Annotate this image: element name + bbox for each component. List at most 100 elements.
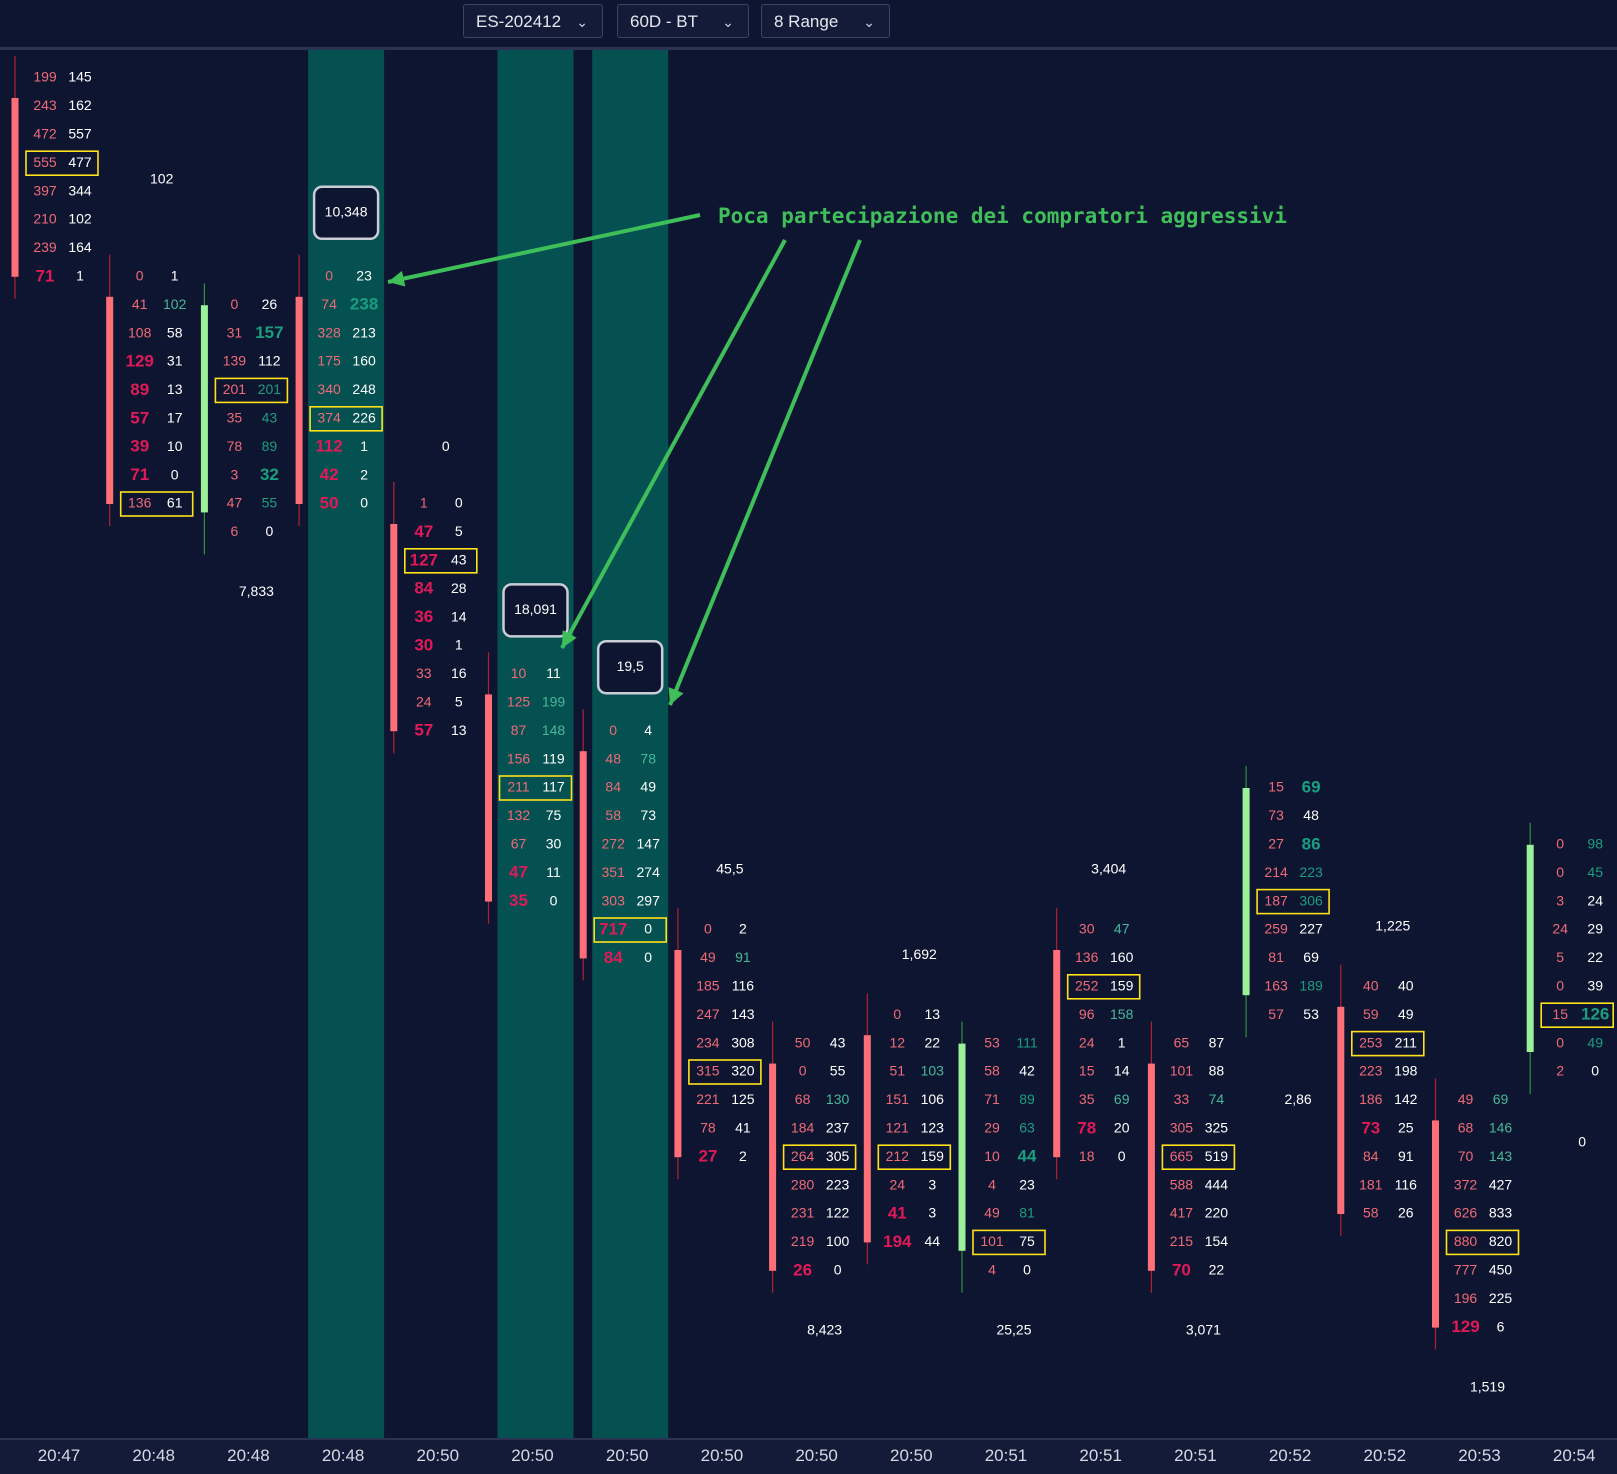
bar-type-dropdown[interactable]: 8 Range ⌄ (761, 4, 890, 38)
ask-volume-cell: 63 (1019, 1120, 1035, 1136)
bid-volume-cell: 374 (317, 410, 341, 426)
arrowhead-icon (562, 630, 577, 648)
bid-volume-cell: 253 (1359, 1034, 1383, 1050)
poc-box (25, 150, 99, 176)
poc-box (119, 491, 194, 517)
bid-volume-cell: 59 (1363, 1006, 1379, 1022)
ask-volume-cell: 1 (1118, 1034, 1126, 1050)
bid-volume-cell: 84 (605, 779, 621, 795)
ask-volume-cell: 42 (1019, 1063, 1035, 1079)
bid-volume-cell: 223 (1359, 1063, 1383, 1079)
ask-volume-cell: 237 (826, 1120, 850, 1136)
poc-box (1445, 1229, 1520, 1256)
ask-volume-cell: 49 (1398, 1006, 1414, 1022)
bid-volume-cell: 340 (317, 381, 341, 397)
ask-volume-cell: 833 (1489, 1205, 1513, 1221)
time-axis[interactable]: 20:47 20:48 20:48 20:48 20:50 20:50 20:50 20:50… (0, 1438, 1617, 1474)
ask-volume-cell: 102 (163, 296, 187, 312)
ask-volume-cell: 49 (640, 779, 656, 795)
time-tick: 20:52 (1363, 1446, 1407, 1465)
bid-volume-cell: 234 (696, 1034, 720, 1050)
bid-volume-cell: 0 (704, 921, 712, 937)
ask-volume-cell: 11 (546, 665, 561, 681)
candle-body (485, 694, 492, 902)
ask-volume-cell: 103 (921, 1063, 945, 1079)
bid-volume-cell: 57 (130, 408, 149, 427)
ask-volume-cell: 143 (731, 1006, 755, 1022)
bid-volume-cell: 588 (1170, 1176, 1194, 1192)
bid-volume-cell: 187 (1264, 892, 1288, 908)
candle-body (863, 1035, 871, 1243)
poc-box (877, 1144, 952, 1170)
ask-volume-cell: 4 (644, 722, 652, 738)
poc-box (214, 377, 289, 404)
bid-volume-cell: 0 (1556, 864, 1564, 880)
bid-volume-cell: 71 (36, 266, 55, 285)
bid-volume-cell: 163 (1264, 978, 1288, 994)
ask-volume-cell: 61 (167, 495, 183, 511)
bid-volume-cell: 201 (223, 381, 247, 397)
candle-body (674, 950, 682, 1158)
ask-volume-cell: 157 (255, 323, 283, 342)
bid-volume-cell: 328 (317, 324, 341, 340)
ask-volume-cell: 147 (637, 836, 661, 852)
time-tick: 20:50 (416, 1446, 460, 1465)
bid-volume-cell: 0 (1556, 1034, 1564, 1050)
timeframe-dropdown[interactable]: 60D - BT ⌄ (617, 4, 749, 38)
ask-volume-cell: 201 (258, 381, 282, 397)
candle-body (200, 305, 208, 513)
bid-volume-cell: 84 (604, 948, 623, 967)
ask-volume-cell: 130 (826, 1091, 850, 1107)
ask-volume-cell: 1 (76, 268, 84, 284)
ask-volume-cell: 1 (455, 637, 463, 653)
bid-volume-cell: 24 (1552, 921, 1568, 937)
bid-volume-cell: 41 (132, 296, 148, 312)
bid-volume-cell: 68 (795, 1091, 811, 1107)
ask-volume-cell: 160 (352, 353, 376, 369)
bid-volume-cell: 372 (1454, 1176, 1478, 1192)
bid-volume-cell: 665 (1170, 1148, 1194, 1164)
candle-body (1242, 788, 1250, 996)
bar-stat-label: 0 (442, 438, 450, 454)
time-tick: 20:51 (984, 1446, 1028, 1465)
ask-volume-cell: 75 (546, 807, 562, 823)
time-tick: 20:48 (132, 1446, 175, 1465)
ask-volume-cell: 91 (1398, 1148, 1414, 1164)
bar-stat-label: 1,225 (1375, 918, 1410, 934)
symbol-dropdown[interactable]: ES-202412 ⌄ (463, 4, 603, 38)
bid-volume-cell: 47 (414, 522, 433, 541)
bid-volume-cell: 84 (414, 579, 433, 598)
bar-stat-label: 0 (1578, 1134, 1586, 1150)
bid-volume-cell: 0 (799, 1063, 807, 1079)
ask-volume-cell: 91 (735, 949, 751, 965)
ask-volume-cell: 2 (360, 466, 368, 482)
bid-volume-cell: 96 (1079, 1006, 1095, 1022)
time-tick: 20:51 (1174, 1446, 1217, 1465)
bar-stat-label: 25,25 (996, 1322, 1031, 1338)
bid-volume-cell: 36 (414, 607, 433, 626)
ask-volume-cell: 3 (928, 1176, 936, 1192)
bid-volume-cell: 41 (888, 1203, 907, 1222)
bid-volume-cell: 58 (605, 807, 621, 823)
ask-volume-cell: 0 (834, 1262, 842, 1278)
bid-volume-cell: 210 (33, 211, 57, 227)
bid-volume-cell: 87 (511, 722, 527, 738)
bar-type-label: 8 Range (774, 12, 839, 31)
poc-box (1256, 888, 1330, 915)
ask-volume-cell: 10 (167, 438, 183, 454)
ask-volume-cell: 148 (542, 722, 566, 738)
bid-volume-cell: 51 (890, 1063, 906, 1079)
symbol-label: ES-202412 (476, 12, 562, 31)
poc-box (782, 1144, 857, 1170)
bid-volume-cell: 39 (130, 437, 149, 456)
bid-volume-cell: 0 (893, 1006, 901, 1022)
bar-stat-label: 2,86 (1284, 1091, 1311, 1107)
bid-volume-cell: 186 (1359, 1091, 1383, 1107)
toolbar-divider (0, 47, 1617, 50)
ask-volume-cell: 31 (167, 353, 183, 369)
ask-volume-cell: 119 (542, 750, 565, 766)
bid-volume-cell: 247 (696, 1006, 720, 1022)
toolbar: ES-202412 ⌄ 60D - BT ⌄ 8 Range ⌄ (0, 0, 1617, 46)
bid-volume-cell: 136 (1075, 949, 1099, 965)
